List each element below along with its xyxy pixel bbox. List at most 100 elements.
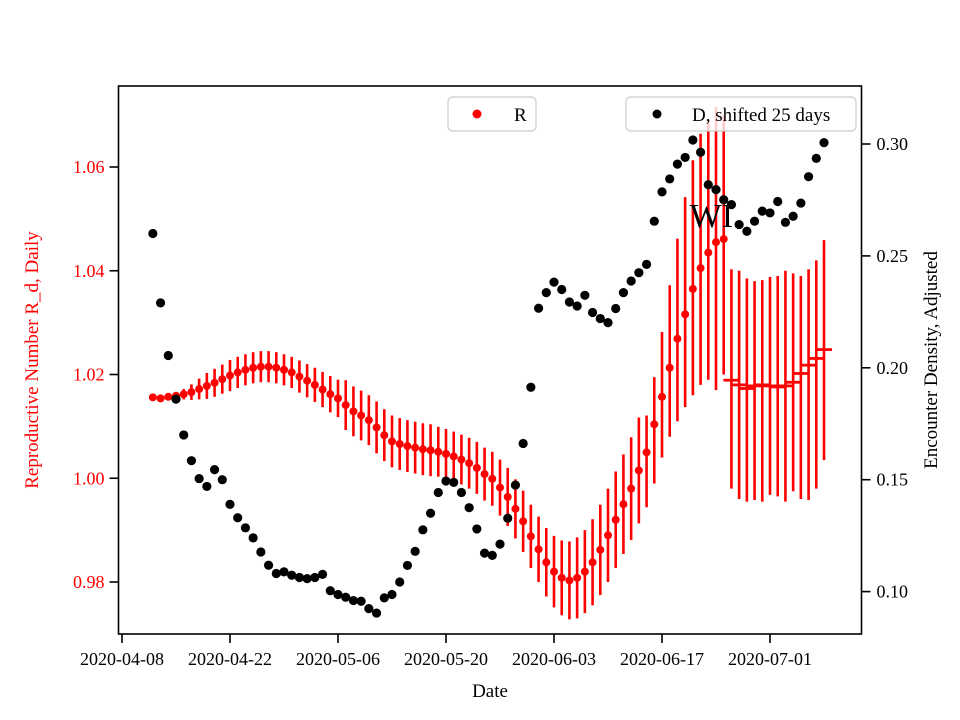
r-point <box>550 567 559 576</box>
d-point <box>179 430 189 440</box>
right-tick-label: 0.25 <box>877 246 909 266</box>
d-point <box>356 596 366 606</box>
r-point <box>287 368 296 377</box>
r-point <box>565 576 574 585</box>
d-point <box>688 135 698 145</box>
r-point <box>604 531 613 540</box>
d-point <box>680 152 690 163</box>
d-point <box>773 196 783 207</box>
d-point <box>749 216 760 226</box>
d-point <box>341 592 351 602</box>
legend-box-d <box>625 96 857 132</box>
r-point <box>619 500 628 509</box>
r-point <box>526 532 535 541</box>
r-point <box>164 392 173 401</box>
r-point <box>249 363 258 372</box>
left-tick-label: 1.06 <box>73 157 105 177</box>
r-point <box>557 573 566 582</box>
d-point <box>217 475 227 485</box>
d-point <box>734 219 744 230</box>
d-point <box>672 159 683 169</box>
r-point <box>688 284 697 293</box>
r-dash-marker <box>777 384 794 388</box>
d-point <box>603 317 613 328</box>
d-point <box>803 172 814 182</box>
d-point <box>148 228 158 239</box>
d-point <box>811 153 821 163</box>
x-tick-label: 2020-07-01 <box>728 649 812 669</box>
d-point <box>657 187 667 197</box>
d-point <box>726 200 737 210</box>
r-point <box>573 573 582 582</box>
r-dash-marker <box>785 380 802 384</box>
right-tick-label: 0.30 <box>877 134 909 154</box>
d-point <box>618 288 629 298</box>
r-point <box>696 264 705 273</box>
d-point <box>425 508 436 518</box>
r-point <box>642 448 651 457</box>
r-point <box>503 492 512 501</box>
d-point <box>348 595 359 606</box>
d-point <box>533 303 544 313</box>
r-point <box>627 484 636 493</box>
d-point <box>441 476 451 486</box>
d-point <box>402 560 413 571</box>
r-dash-marker <box>816 348 833 351</box>
legend-marker-r <box>472 109 482 119</box>
d-point <box>634 268 644 278</box>
d-point <box>302 574 312 584</box>
r-point <box>272 363 281 372</box>
r-point <box>580 567 589 576</box>
r-point <box>411 443 420 452</box>
x-tick-label: 2020-05-20 <box>404 649 488 669</box>
d-point <box>711 185 721 195</box>
r-point <box>712 238 721 247</box>
r-point <box>511 504 520 513</box>
x-tick-label: 2020-06-03 <box>512 649 596 669</box>
r-dash-marker <box>800 363 817 367</box>
r-point <box>210 378 219 387</box>
r-point <box>202 381 211 390</box>
r-point <box>681 310 690 319</box>
r-point <box>280 365 289 374</box>
d-point <box>371 608 382 618</box>
d-point <box>271 568 281 579</box>
r-point <box>665 363 674 372</box>
d-point <box>564 297 575 307</box>
d-point <box>379 593 389 603</box>
d-point <box>433 487 443 498</box>
legend-label-d: D, shifted 25 days <box>692 105 830 126</box>
d-point <box>202 481 212 492</box>
r-point <box>673 334 682 343</box>
d-point <box>819 138 829 148</box>
r-point <box>418 445 427 454</box>
d-point <box>572 301 582 311</box>
d-point <box>796 198 806 208</box>
d-point <box>665 174 675 184</box>
d-point <box>155 298 166 308</box>
d-point <box>788 211 798 221</box>
d-point <box>765 208 775 218</box>
d-point <box>387 589 397 600</box>
d-point <box>171 394 181 404</box>
d-point <box>526 382 536 392</box>
r-point <box>341 401 350 410</box>
d-point <box>186 456 197 466</box>
r-point <box>233 368 242 377</box>
r-point <box>465 459 474 468</box>
r-point <box>241 365 250 374</box>
r-point <box>704 248 713 257</box>
d-point <box>487 550 497 560</box>
data-layer <box>148 106 833 620</box>
r-point <box>334 394 343 403</box>
d-point <box>194 473 204 484</box>
legend-label-r: R <box>514 105 527 126</box>
r-point <box>496 483 505 492</box>
d-point <box>233 513 243 523</box>
d-point <box>479 548 490 558</box>
d-point <box>503 513 513 523</box>
right-axis-title: Encounter Density, Adjusted <box>921 251 942 469</box>
legend-marker-d <box>652 109 662 119</box>
